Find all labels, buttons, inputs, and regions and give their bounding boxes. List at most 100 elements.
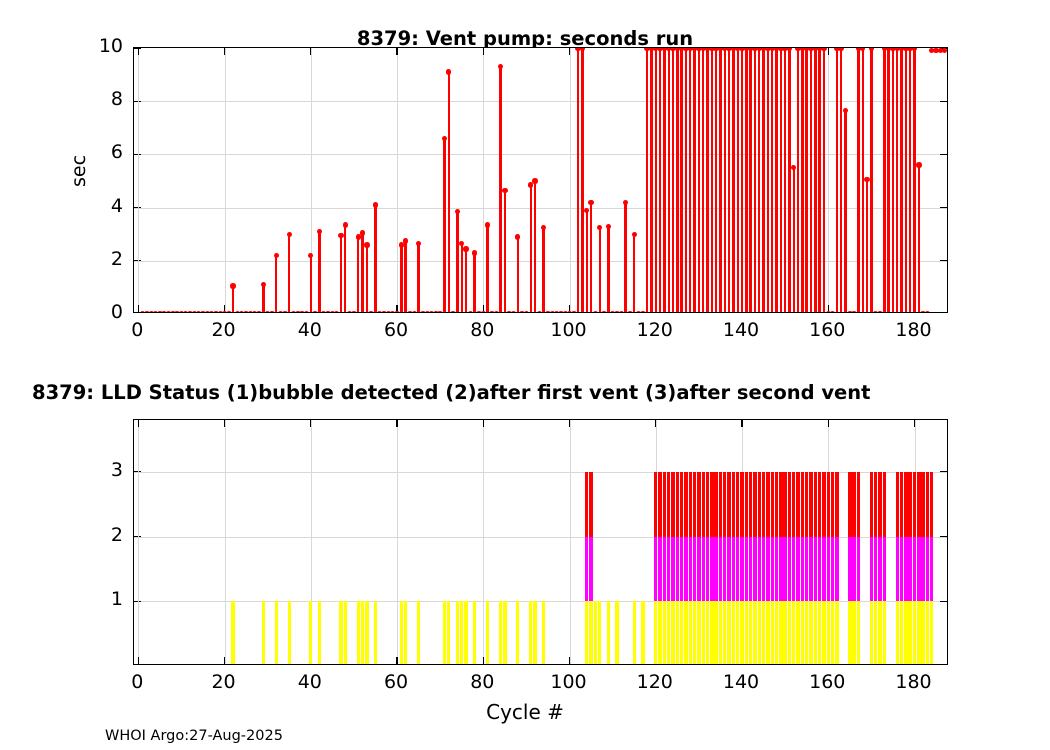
lld-status-bar-segment	[835, 601, 839, 664]
stem-line	[473, 252, 476, 312]
stem-line	[775, 48, 778, 312]
x-tick-label: 0	[131, 319, 144, 341]
lld-status-bar-segment	[804, 601, 809, 664]
stem-line	[447, 71, 450, 312]
y-tick-label: 8	[110, 88, 123, 111]
data-point-marker	[476, 311, 482, 312]
lld-status-bar-segment	[761, 471, 766, 537]
stem-line	[771, 48, 774, 312]
lld-status-bar-segment	[813, 536, 817, 602]
stem-line	[839, 48, 843, 312]
data-point-marker	[187, 311, 193, 312]
x-tick	[137, 48, 139, 55]
lld-status-bar-segment	[740, 536, 744, 602]
stem-line	[400, 244, 403, 312]
stem-line	[822, 48, 826, 312]
data-point-marker	[528, 182, 534, 188]
lld-status-bar-segment	[774, 471, 779, 537]
lld-status-bar-segment	[460, 601, 464, 664]
lld-status-bar-segment	[723, 601, 727, 664]
data-point-marker	[230, 283, 236, 289]
stem-line	[762, 48, 765, 312]
lld-status-bar-segment	[541, 601, 546, 664]
data-point-marker	[277, 311, 284, 312]
data-point-marker	[148, 311, 154, 312]
gridline-horizontal	[134, 260, 947, 262]
data-point-marker	[269, 311, 275, 312]
data-point-marker	[924, 311, 931, 312]
lld-status-bar-segment	[917, 601, 921, 664]
lld-status-bar-segment	[679, 601, 684, 664]
lld-status-bar-segment	[503, 601, 507, 664]
data-point-marker	[735, 48, 741, 51]
lld-status-bar-segment	[373, 601, 378, 664]
lld-status-bar-segment	[740, 471, 744, 537]
data-point-marker	[803, 48, 810, 51]
lld-status-bar-segment	[585, 471, 589, 537]
x-tick	[482, 657, 484, 664]
lld-status-bar-segment	[615, 601, 619, 664]
lld-status-bar-segment	[748, 601, 753, 664]
stem-line	[339, 235, 343, 312]
lld-status-bar-segment	[809, 601, 813, 664]
lld-status-bar-segment	[287, 601, 291, 664]
data-point-marker	[588, 199, 594, 205]
stem-line	[783, 48, 787, 312]
lld-status-bar-segment	[800, 471, 805, 537]
gridline-horizontal	[134, 601, 947, 603]
data-point-marker	[666, 48, 672, 51]
lld-status-bar-segment	[783, 536, 787, 602]
x-tick	[568, 48, 571, 55]
gridline-vertical	[138, 420, 140, 664]
lld-status-bar-segment	[705, 536, 710, 602]
data-point-marker	[493, 311, 499, 312]
data-point-marker	[385, 311, 392, 312]
y-tick	[940, 535, 947, 538]
lld-status-bar-segment	[744, 471, 749, 537]
data-point-marker	[571, 311, 577, 312]
gridline-vertical	[310, 420, 312, 664]
lld-status-bar-segment	[662, 536, 667, 602]
lld-status-bar-segment	[835, 536, 839, 602]
lld-status-bar-segment	[895, 601, 899, 664]
lld-status-bar-segment	[800, 536, 805, 602]
lld-status-bar-segment	[679, 536, 684, 602]
gridline-vertical	[397, 420, 399, 664]
lld-status-bar-segment	[589, 536, 593, 602]
lld-status-bar-segment	[792, 601, 796, 664]
stem-line	[658, 48, 662, 312]
lld-status-bar-segment	[930, 536, 934, 602]
data-point-marker	[640, 311, 646, 312]
data-point-marker	[213, 311, 219, 312]
lld-status-bar-segment	[589, 471, 593, 537]
lld-status-bar-segment	[671, 471, 675, 537]
data-point-marker	[816, 48, 823, 51]
data-point-marker	[872, 311, 879, 312]
stem-line	[607, 226, 610, 312]
data-point-marker	[342, 222, 348, 228]
stem-line	[887, 48, 890, 312]
lld-status-bar-segment	[930, 471, 934, 537]
lld-status-bar-segment	[662, 601, 667, 664]
data-point-marker	[260, 282, 267, 288]
x-tick	[827, 305, 829, 312]
lld-status-bar-segment	[718, 601, 723, 664]
data-point-marker	[407, 311, 413, 312]
y-tick	[940, 600, 947, 602]
gridline-horizontal	[134, 471, 947, 473]
y-tick	[134, 260, 141, 262]
lld-status-bar-segment	[817, 601, 822, 664]
lld-status-bar-segment	[761, 536, 766, 602]
lld-status-bar-segment	[779, 471, 783, 537]
data-point-marker	[933, 48, 939, 54]
lld-status-bar-segment	[714, 536, 718, 602]
stem-line	[749, 48, 752, 312]
gridline-vertical	[569, 48, 571, 312]
lld-status-bar-segment	[744, 536, 749, 602]
lld-status-bar-segment	[904, 536, 908, 602]
x-tick	[137, 420, 139, 427]
data-point-marker	[536, 311, 543, 312]
stem-line	[676, 48, 679, 312]
lld-status-bar-segment	[727, 601, 731, 664]
data-point-marker	[937, 48, 944, 54]
